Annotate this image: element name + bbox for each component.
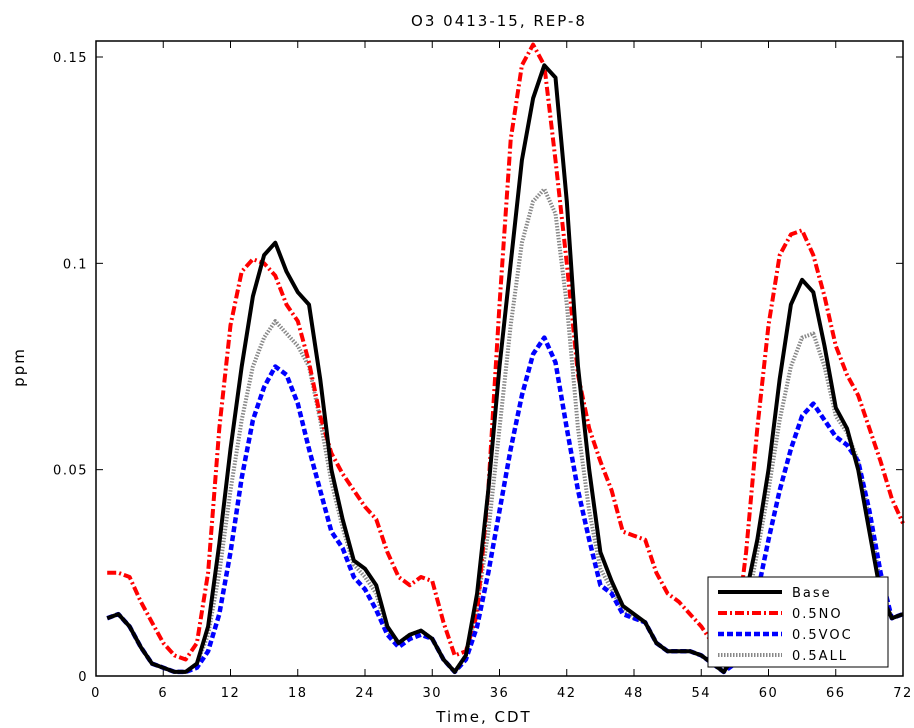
- series-line-base: [106, 63, 904, 674]
- y-tick-label: 0: [78, 670, 88, 685]
- x-tick-label: 48: [624, 686, 644, 701]
- x-tick-label: 54: [691, 686, 711, 701]
- x-tick-label: 18: [288, 686, 308, 701]
- x-tick-label: 72: [893, 686, 913, 701]
- legend-label: 0.5ALL: [792, 649, 848, 664]
- x-axis-label: Time, CDT: [435, 708, 531, 726]
- legend: Base 0.5NO 0.5VOC 0.5ALL: [707, 576, 889, 668]
- series-line-0-5all: [106, 187, 904, 674]
- x-tick-label: 36: [490, 686, 510, 701]
- legend-label: 0.5NO: [792, 607, 843, 622]
- x-tick-label: 30: [422, 686, 442, 701]
- y-tick-label: 0.1: [63, 257, 88, 272]
- x-tick-label: 60: [759, 686, 779, 701]
- chart-title: O3 0413-15, REP-8: [411, 12, 587, 30]
- x-tick-label: 24: [355, 686, 375, 701]
- x-tick-label: 42: [557, 686, 577, 701]
- x-tick-label: 66: [826, 686, 846, 701]
- x-tick-label: 0: [91, 686, 101, 701]
- x-axis-ticks: 0 6 12 18 24 30 36 42 48 54 60 66 72: [91, 41, 913, 701]
- x-tick-label: 12: [221, 686, 241, 701]
- legend-label: Base: [792, 586, 832, 601]
- series-line-0-5no: [107, 42, 905, 662]
- series-line-0-5voc: [106, 335, 904, 675]
- y-tick-label: 0.05: [53, 464, 88, 479]
- series-lines: [106, 42, 905, 675]
- y-tick-label: 0.15: [53, 51, 88, 66]
- legend-label: 0.5VOC: [792, 628, 853, 643]
- y-axis-ticks: 0 0.05 0.1 0.15: [53, 51, 903, 685]
- x-tick-label: 6: [158, 686, 168, 701]
- y-axis-label: ppm: [10, 347, 28, 387]
- plot-frame: [95, 40, 904, 677]
